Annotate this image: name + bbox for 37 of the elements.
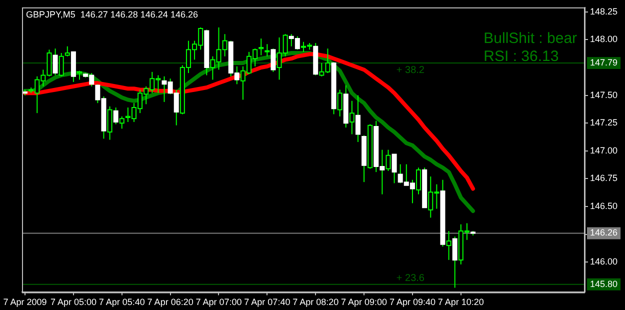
candlestick [119, 116, 124, 130]
candlestick [416, 167, 422, 195]
candlestick [107, 106, 112, 140]
candlestick [58, 52, 64, 77]
ref-line-label: 147.79 [590, 58, 618, 68]
candlestick [337, 89, 342, 117]
candlestick [349, 100, 354, 135]
x-tick-label: 7 Apr 07:40 [244, 297, 290, 308]
x-tick-label: 7 Apr 10:20 [438, 297, 484, 308]
text: RSI : 36.13 [484, 48, 559, 66]
y-tick-label: 146.50 [590, 201, 618, 212]
x-tick-label: 7 Apr 09:40 [389, 297, 436, 308]
x-tick-label: 7 Apr 05:40 [98, 297, 145, 308]
x-tick-label: 7 Apr 09:00 [341, 297, 388, 308]
y-tick-label: 146.00 [590, 256, 618, 267]
ref-line-label: 145.80 [590, 278, 618, 289]
candlestick [64, 46, 70, 57]
y-tick-label: 146.75 [590, 173, 618, 184]
annotation: + 23.6 [396, 273, 425, 284]
y-tick-label: 147.25 [590, 118, 618, 128]
x-tick-label: 7 Apr 08:20 [292, 297, 339, 308]
x-tick-label: 7 Apr 05:00 [50, 297, 96, 308]
candlestick [446, 230, 452, 260]
x-tick-label: 7 Apr 06:20 [147, 297, 194, 308]
x-tick-label: 7 Apr 2009 [3, 297, 47, 308]
y-tick-label: 147.50 [590, 90, 618, 100]
text: BullShit : bear [484, 30, 578, 48]
candlestick [264, 44, 270, 57]
chart-title: GBPJPY,M5 146.27 146.28 146.24 146.26 [26, 9, 198, 20]
candlestick [258, 38, 264, 56]
ref-line-label: 146.26 [590, 228, 618, 238]
y-tick-label: 147.00 [590, 145, 618, 156]
candlestick [386, 149, 391, 172]
y-tick-label: 148.00 [590, 34, 618, 44]
x-tick-label: 7 Apr 07:00 [196, 297, 242, 308]
annotation: + 38.2 [396, 64, 425, 76]
y-tick-label: 148.25 [590, 6, 618, 16]
